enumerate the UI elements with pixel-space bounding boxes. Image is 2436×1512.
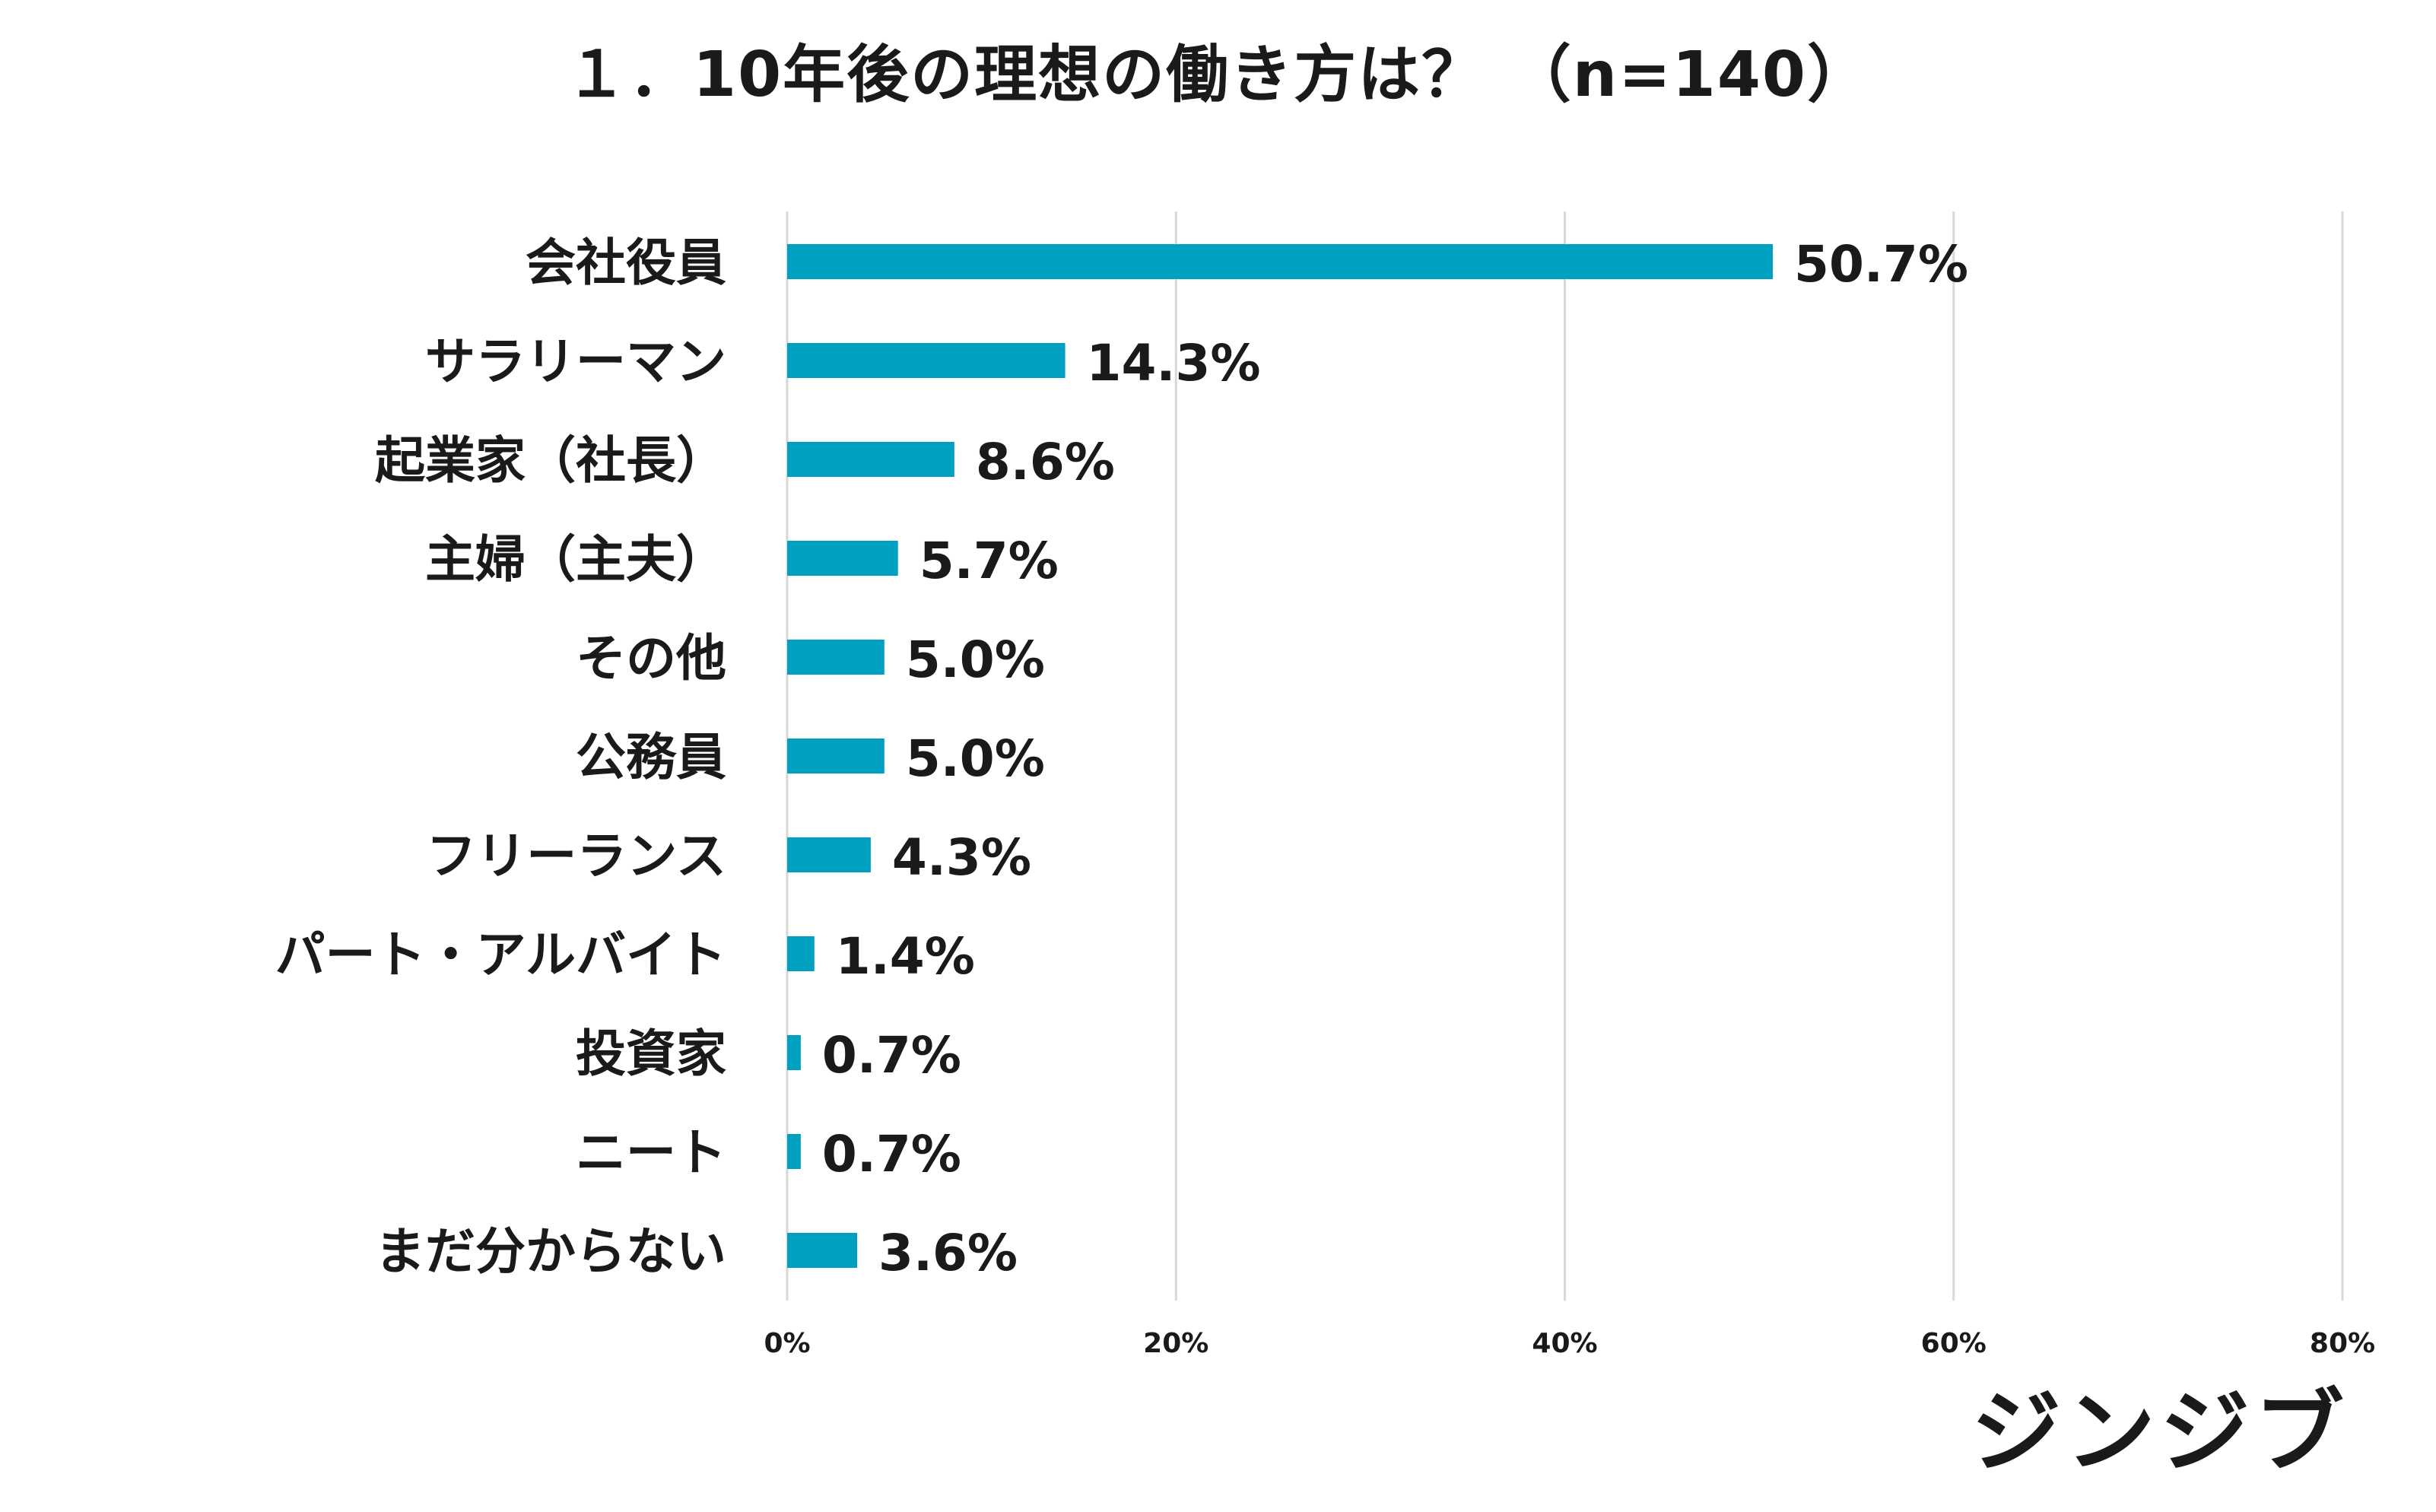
brand-logo: ジンジブ [1971, 1380, 2349, 1485]
category-label: サラリーマン [425, 332, 726, 391]
x-tick-label: 40% [1532, 1328, 1597, 1359]
x-tick-label: 0% [764, 1328, 810, 1359]
bar [787, 739, 885, 773]
category-label: 主婦（主夫） [425, 530, 726, 589]
bar [787, 936, 815, 971]
x-tick-label: 80% [2310, 1328, 2375, 1359]
chart-title: １．10年後の理想の働き方は？ （n=140） [565, 39, 1871, 111]
category-label: フリーランス [426, 827, 726, 885]
data-label: 50.7% [1794, 235, 1968, 294]
category-label: パート・アルバイト [275, 926, 726, 984]
bar [787, 244, 1774, 279]
bar [787, 837, 871, 872]
category-label: 起業家（社長） [375, 431, 726, 490]
bar [787, 541, 898, 576]
bar [787, 640, 885, 675]
bar [787, 442, 954, 477]
category-label: 投資家 [576, 1024, 726, 1083]
bar [787, 1035, 801, 1070]
bar [787, 1134, 801, 1169]
x-tick-label: 20% [1143, 1328, 1208, 1359]
data-label: 0.7% [822, 1026, 961, 1085]
bar [787, 1233, 858, 1268]
category-label: 会社役員 [526, 233, 726, 292]
data-label: 3.6% [878, 1224, 1018, 1282]
data-label: 8.6% [976, 433, 1115, 491]
category-label: ニート [576, 1123, 726, 1182]
data-label: 14.3% [1087, 334, 1261, 392]
x-tick-label: 60% [1921, 1328, 1987, 1359]
data-label: 1.4% [836, 927, 975, 986]
category-label: まだ分からない [375, 1222, 726, 1281]
data-label: 5.7% [919, 532, 1059, 590]
data-label: 0.7% [822, 1125, 961, 1183]
data-label: 5.0% [906, 631, 1045, 689]
data-label: 5.0% [906, 729, 1045, 788]
data-label: 4.3% [892, 828, 1031, 887]
bar [787, 343, 1066, 378]
category-label: その他 [576, 629, 726, 688]
category-label: 公務員 [576, 728, 726, 786]
